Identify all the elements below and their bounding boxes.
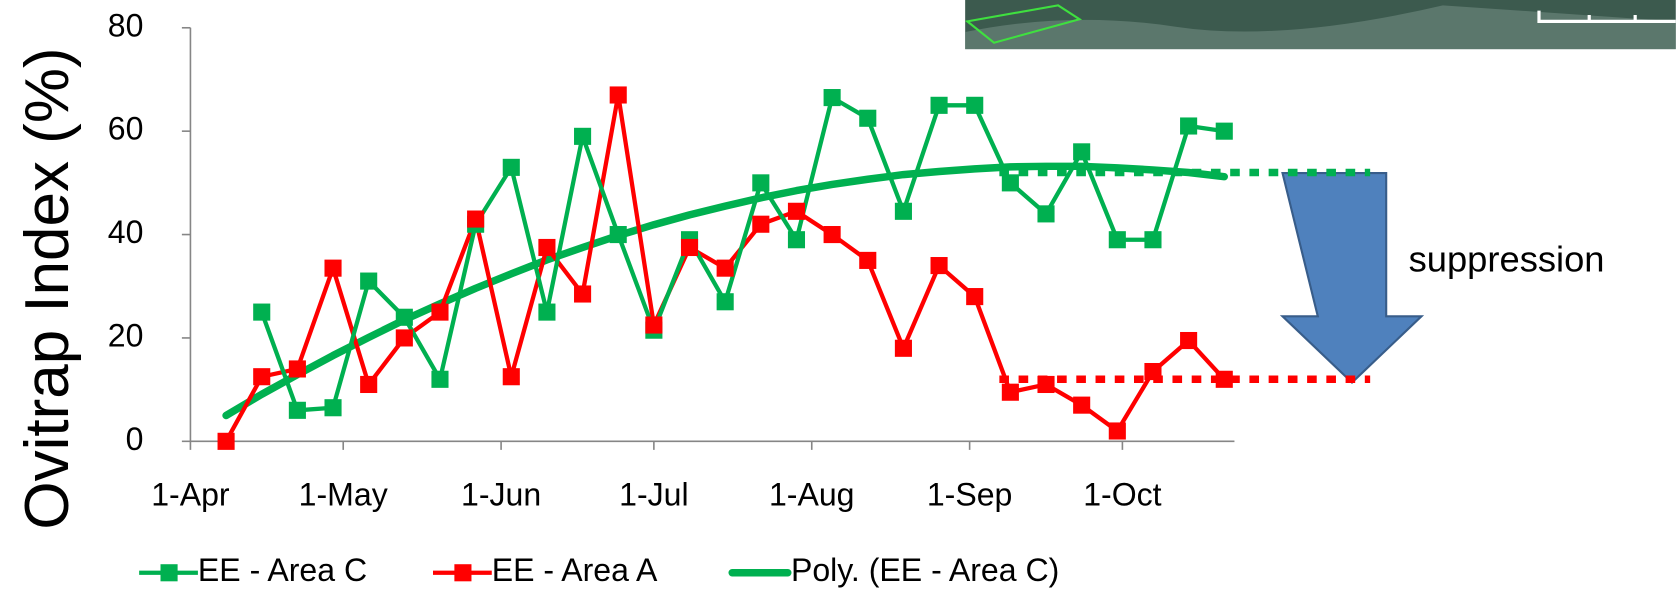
marker [788,231,805,248]
marker [859,110,876,127]
x-tick-label: 1-Apr [151,476,230,512]
marker [574,128,591,145]
legend-label: EE - Area C [198,552,367,588]
marker [1002,174,1019,191]
marker [752,174,769,191]
x-tick-label: 1-Sep [927,476,1013,512]
marker [1073,397,1090,414]
annotation: suppression [1409,238,1605,279]
marker [1144,231,1161,248]
marker [538,304,555,321]
marker [503,159,520,176]
y-tick-label: 0 [126,421,144,457]
marker [717,260,734,277]
legend-label: Poly. (EE - Area C) [791,552,1059,588]
marker [1180,117,1197,134]
marker [788,203,805,220]
marker [1109,231,1126,248]
y-tick-label: 40 [108,214,144,250]
marker [1180,332,1197,349]
marker [431,304,448,321]
satellite-image [965,0,1676,49]
y-tick-label: 60 [108,111,144,147]
legend-label: EE - Area A [492,552,658,588]
marker [610,226,627,243]
marker [931,97,948,114]
marker [324,260,341,277]
marker [1109,422,1126,439]
marker [289,402,306,419]
marker [895,340,912,357]
marker [574,285,591,302]
marker [1216,123,1233,140]
marker [931,257,948,274]
y-tick-label: 20 [108,317,144,353]
suppression-arrow [1283,173,1422,382]
x-tick-label: 1-Aug [769,476,855,512]
marker [360,273,377,290]
legend-marker [454,564,471,581]
x-tick-label: 1-May [299,476,388,512]
marker [1073,143,1090,160]
marker [218,433,235,450]
marker [1216,371,1233,388]
marker [966,288,983,305]
marker [610,86,627,103]
marker [824,226,841,243]
marker [360,376,377,393]
marker [824,89,841,106]
x-tick-label: 1-Oct [1083,476,1161,512]
marker [431,371,448,388]
marker [752,216,769,233]
marker [895,203,912,220]
marker [1037,205,1054,222]
x-tick-label: 1-Jun [461,476,541,512]
marker [717,293,734,310]
marker [289,360,306,377]
marker [538,239,555,256]
marker [503,368,520,385]
marker [1002,384,1019,401]
marker [966,97,983,114]
marker [253,304,270,321]
chart: Ovitrap Index (%) suppression 0 20 40 60 80 1… [0,0,1676,592]
marker [253,368,270,385]
y-axis-title: Ovitrap Index (%) [13,47,82,529]
x-tick-label: 1-Jul [619,476,688,512]
marker [396,329,413,346]
legend-marker [161,564,178,581]
marker [681,239,698,256]
marker [324,399,341,416]
marker [467,210,484,227]
marker [645,316,662,333]
marker [1037,376,1054,393]
marker [1144,363,1161,380]
marker [396,309,413,326]
y-tick-label: 80 [108,7,144,43]
marker [859,252,876,269]
